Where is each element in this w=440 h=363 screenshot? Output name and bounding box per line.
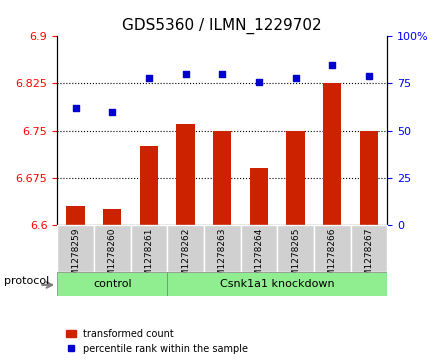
Text: GSM1278263: GSM1278263 [218,227,227,288]
Point [109,109,116,115]
FancyBboxPatch shape [204,225,241,272]
Text: GSM1278260: GSM1278260 [108,227,117,288]
Bar [323,83,341,225]
Text: GSM1278265: GSM1278265 [291,227,300,288]
Text: GSM1278264: GSM1278264 [254,227,264,288]
Bar [213,131,231,225]
Text: protocol: protocol [4,276,50,286]
Point [72,105,79,111]
FancyBboxPatch shape [57,272,167,296]
Legend: transformed count, percentile rank within the sample: transformed count, percentile rank withi… [62,325,252,358]
Bar [250,168,268,225]
Text: GSM1278261: GSM1278261 [144,227,154,288]
FancyBboxPatch shape [167,225,204,272]
FancyBboxPatch shape [94,225,131,272]
Bar [176,125,195,225]
Text: GSM1278259: GSM1278259 [71,227,80,288]
FancyBboxPatch shape [131,225,167,272]
Bar [66,206,85,225]
FancyBboxPatch shape [314,225,351,272]
Bar [286,131,305,225]
FancyBboxPatch shape [57,225,94,272]
Text: GSM1278267: GSM1278267 [364,227,374,288]
Text: control: control [93,279,132,289]
Point [255,79,262,85]
Point [219,71,226,77]
FancyBboxPatch shape [241,225,277,272]
Bar [103,209,121,225]
Title: GDS5360 / ILMN_1229702: GDS5360 / ILMN_1229702 [122,17,322,33]
Bar [140,146,158,225]
FancyBboxPatch shape [351,225,387,272]
Point [329,62,336,68]
Bar [360,131,378,225]
Point [365,73,372,79]
Point [182,71,189,77]
Text: GSM1278262: GSM1278262 [181,227,190,288]
FancyBboxPatch shape [167,272,387,296]
Text: Csnk1a1 knockdown: Csnk1a1 knockdown [220,279,334,289]
Point [292,75,299,81]
Text: GSM1278266: GSM1278266 [328,227,337,288]
FancyBboxPatch shape [277,225,314,272]
Point [145,75,152,81]
